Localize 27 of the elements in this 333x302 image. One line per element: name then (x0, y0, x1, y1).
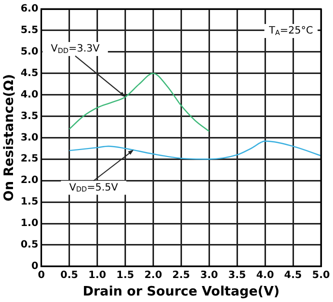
x-tick-label: 2.0 (144, 270, 162, 281)
y-tick-label: 0.5 (20, 240, 38, 251)
y-tick-label: 2.5 (20, 154, 38, 165)
x-tick-label: 3.0 (200, 270, 218, 281)
y-tick-label: 3.0 (20, 132, 38, 144)
x-tick-label: 1.5 (116, 270, 134, 281)
y-tick-label: 1.5 (20, 196, 38, 208)
x-tick-label: 4.5 (284, 270, 302, 281)
x-axis-title: Drain or Source Voltage(V) (82, 284, 280, 300)
x-tick-label: 0.5 (60, 270, 78, 281)
y-tick-label: 4.0 (20, 89, 38, 100)
y-tick-label: 6.0 (20, 4, 38, 15)
y-tick-label: 5.0 (20, 46, 38, 58)
y-tick-label: 5.5 (20, 25, 38, 36)
y-tick-label: 4.5 (20, 68, 38, 79)
x-tick-label: 1.0 (88, 270, 106, 281)
x-tick-label: 5.0 (312, 270, 330, 281)
x-tick-label: 3.5 (228, 270, 246, 281)
y-tick-label: 0 (31, 260, 38, 272)
y-tick-label: 3.5 (20, 110, 38, 122)
y-tick-label: 2.0 (20, 175, 38, 186)
y-axis-title: On Resistance(Ω) (2, 74, 18, 202)
y-tick-label: 1.0 (20, 218, 38, 230)
x-tick-label: 4.0 (256, 270, 274, 281)
x-tick-label: 2.5 (172, 270, 190, 281)
line-series (68, 140, 321, 160)
line-series (68, 72, 210, 132)
